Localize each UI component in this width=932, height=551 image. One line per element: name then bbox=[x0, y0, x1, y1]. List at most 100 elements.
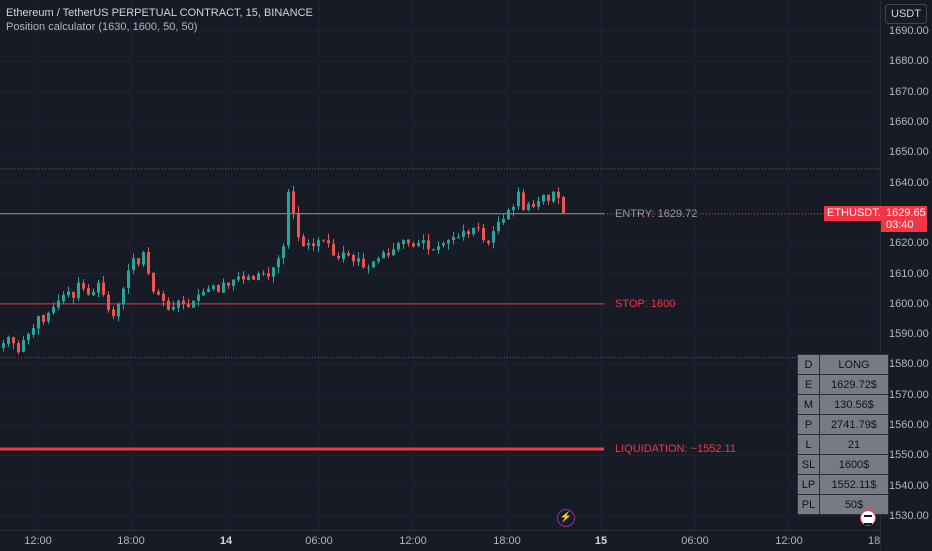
candle bbox=[152, 272, 155, 292]
candle bbox=[57, 300, 60, 308]
candle bbox=[362, 258, 365, 268]
candle bbox=[147, 251, 150, 274]
price-tick-label: 1540.00 bbox=[889, 479, 929, 492]
candle bbox=[327, 240, 330, 244]
candle bbox=[12, 337, 15, 344]
candle bbox=[77, 282, 80, 299]
candle bbox=[292, 191, 295, 213]
price-tick-label: 1650.00 bbox=[889, 146, 929, 159]
candle bbox=[517, 191, 520, 207]
candle bbox=[482, 227, 485, 241]
candle bbox=[397, 243, 400, 250]
candle bbox=[377, 258, 380, 262]
price-tick-label: 1590.00 bbox=[889, 328, 929, 341]
position-row: M 130.56$ bbox=[797, 394, 889, 415]
candle bbox=[542, 194, 545, 202]
position-key: SL bbox=[797, 454, 820, 475]
price-tick-label: 1660.00 bbox=[889, 115, 929, 128]
candle bbox=[457, 237, 460, 239]
candle bbox=[522, 192, 525, 210]
candle bbox=[117, 303, 120, 317]
position-value: 21 bbox=[819, 434, 889, 455]
position-row: LP 1552.11$ bbox=[797, 474, 889, 495]
candle bbox=[252, 275, 255, 280]
candle bbox=[37, 315, 40, 329]
candle bbox=[72, 291, 75, 298]
candle bbox=[227, 282, 230, 286]
candle bbox=[127, 270, 130, 289]
candle bbox=[112, 309, 115, 316]
price-tick-label: 1670.00 bbox=[889, 85, 929, 98]
bar-countdown: 03:40 bbox=[886, 219, 914, 231]
candle bbox=[17, 343, 20, 353]
position-key: LP bbox=[797, 474, 820, 495]
position-value: 1552.11$ bbox=[819, 474, 889, 495]
time-tick-label: 14 bbox=[219, 535, 233, 547]
position-value: 130.56$ bbox=[819, 394, 889, 415]
price-chart[interactable] bbox=[0, 0, 880, 530]
position-value: 2741.79$ bbox=[819, 414, 889, 435]
candle bbox=[562, 197, 565, 213]
time-tick-label: 15 bbox=[594, 535, 608, 547]
candle bbox=[282, 246, 285, 259]
indicator-label[interactable]: Position calculator (1630, 1600, 50, 50) bbox=[6, 21, 198, 33]
currency-button[interactable]: USDT bbox=[885, 4, 927, 24]
candle bbox=[42, 315, 45, 322]
candle bbox=[162, 293, 165, 301]
candle bbox=[432, 249, 435, 251]
candle bbox=[82, 283, 85, 289]
candle bbox=[232, 279, 235, 286]
price-tick-label: 1560.00 bbox=[889, 419, 929, 432]
price-tick-label: 1550.00 bbox=[889, 449, 929, 462]
candle bbox=[507, 209, 510, 220]
price-tick-label: 1640.00 bbox=[889, 176, 929, 189]
candle bbox=[412, 243, 415, 247]
candle bbox=[347, 253, 350, 256]
candle bbox=[277, 258, 280, 268]
candle bbox=[472, 228, 475, 234]
price-tick-label: 1600.00 bbox=[889, 297, 929, 310]
candle bbox=[177, 300, 180, 308]
candle bbox=[467, 231, 470, 235]
candle bbox=[92, 291, 95, 296]
candle bbox=[422, 240, 425, 243]
position-row: SL 1600$ bbox=[797, 454, 889, 475]
tradingview-logo-icon[interactable] bbox=[860, 510, 876, 526]
candle bbox=[437, 246, 440, 250]
candle bbox=[297, 212, 300, 238]
candle bbox=[32, 328, 35, 335]
candle bbox=[497, 221, 500, 232]
candle bbox=[302, 236, 305, 247]
candle bbox=[27, 334, 30, 341]
price-tick-label: 1680.00 bbox=[889, 55, 929, 68]
time-axis[interactable]: 12:00 18:00 14 06:00 12:00 18:00 15 06:00 12:00 1… bbox=[0, 530, 880, 551]
candle bbox=[307, 243, 310, 246]
time-tick-label: 12:00 bbox=[775, 535, 803, 547]
last-price-value: 1629.65 bbox=[886, 207, 926, 219]
candle bbox=[212, 285, 215, 289]
flash-icon[interactable]: ⚡ bbox=[557, 509, 575, 527]
position-row: E 1629.72$ bbox=[797, 374, 889, 395]
candle bbox=[502, 218, 505, 223]
liquidation-label: LIQUIDATION: ~1552.11 bbox=[615, 442, 736, 455]
candle bbox=[182, 300, 185, 304]
stop-label: STOP: 1600 bbox=[615, 297, 676, 310]
candle bbox=[132, 258, 135, 270]
candle bbox=[67, 291, 70, 296]
candle bbox=[247, 276, 250, 280]
candle bbox=[7, 337, 10, 344]
candle bbox=[97, 282, 100, 293]
candle bbox=[367, 267, 370, 269]
position-table: D LONG E 1629.72$ M 130.56$ P 2741.79$ L 21 SL 1600… bbox=[797, 354, 889, 515]
time-tick-label: 06:00 bbox=[681, 535, 709, 547]
candle bbox=[222, 282, 225, 293]
candle bbox=[202, 291, 205, 296]
candle bbox=[22, 340, 25, 352]
candle bbox=[512, 206, 515, 211]
price-tick-label: 1610.00 bbox=[889, 267, 929, 280]
position-key: P bbox=[797, 414, 820, 435]
candle bbox=[167, 300, 170, 310]
candle bbox=[382, 252, 385, 259]
candle bbox=[157, 291, 160, 295]
candle bbox=[172, 306, 175, 310]
